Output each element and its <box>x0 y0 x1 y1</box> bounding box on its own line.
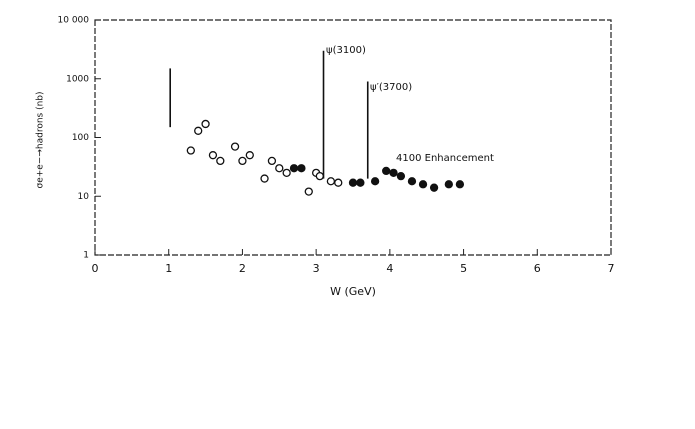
data-point <box>407 177 417 186</box>
x-tick-label: 1 <box>165 262 172 275</box>
x-tick-label: 6 <box>534 262 541 275</box>
data-point <box>389 168 398 178</box>
x-tick-label: 7 <box>608 262 615 275</box>
y-tick-label: 1000 <box>66 74 89 84</box>
data-point <box>315 171 324 181</box>
data-point <box>356 178 365 187</box>
x-tick-label: 3 <box>313 262 320 275</box>
data-point <box>382 166 391 176</box>
data-point <box>216 156 225 166</box>
x-tick-label: 2 <box>239 262 246 275</box>
x-axis-label: W (GeV) <box>330 285 376 298</box>
data-point <box>334 178 343 187</box>
data-point <box>455 180 465 189</box>
data-point <box>304 187 313 196</box>
data-point <box>238 156 247 166</box>
data-point <box>186 146 195 155</box>
data-point <box>444 180 453 189</box>
data-point <box>201 119 210 129</box>
y-tick-label: 10 000 <box>58 16 90 26</box>
data-point <box>245 151 254 160</box>
data-point <box>348 178 358 187</box>
data-point <box>396 171 406 181</box>
data-point <box>289 164 299 173</box>
x-tick-label: 5 <box>460 262 467 275</box>
data-point <box>275 164 284 173</box>
data-point <box>267 156 277 166</box>
data-point <box>326 177 336 186</box>
data-point <box>260 174 269 183</box>
x-tick-label: 4 <box>386 262 393 275</box>
data-point <box>370 177 380 186</box>
x-tick-label: 0 <box>92 262 99 275</box>
annotation: 4100 Enhancement <box>396 153 494 164</box>
data-point <box>418 180 428 189</box>
y-tick-label: 10 <box>78 192 90 202</box>
data-point <box>208 151 218 160</box>
y-tick-label: 1 <box>83 251 89 261</box>
data-point <box>429 183 439 192</box>
data-point <box>230 142 240 151</box>
data-point <box>282 168 291 178</box>
y-axis-label: σe+e−→hadrons (nb) <box>36 91 46 188</box>
data-point <box>194 126 203 135</box>
y-tick-label: 100 <box>72 133 89 143</box>
data-point <box>297 164 306 173</box>
annotation: ψ(3100) <box>326 45 366 56</box>
annotation: ψ′(3700) <box>370 82 412 93</box>
